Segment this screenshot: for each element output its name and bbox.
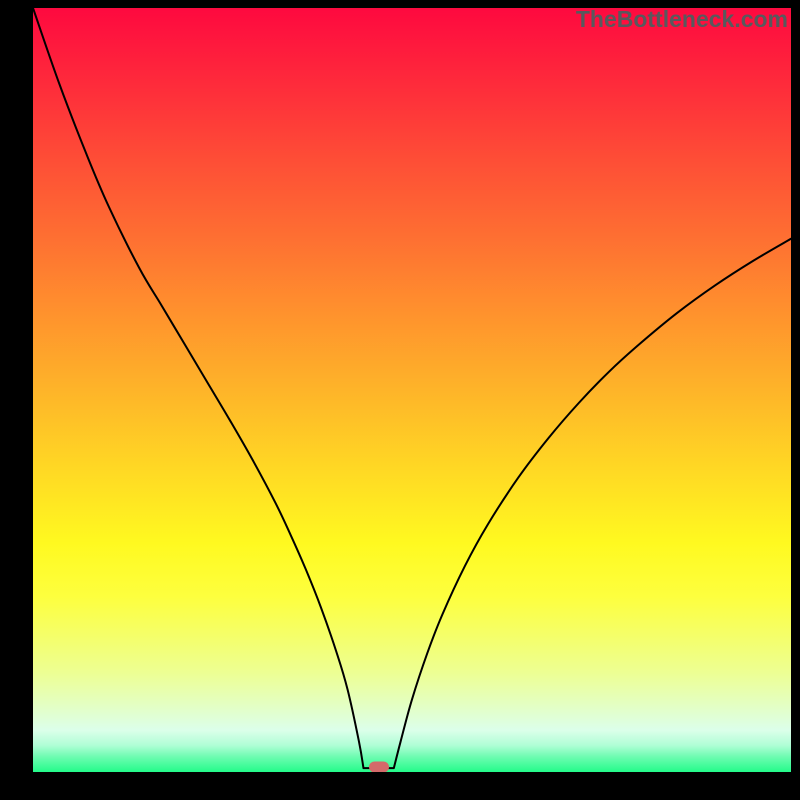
plot-area (33, 8, 791, 772)
bottleneck-marker (369, 762, 389, 772)
watermark-text: TheBottleneck.com (576, 6, 788, 33)
bottleneck-curve (33, 8, 791, 772)
v-curve-path (33, 8, 791, 768)
